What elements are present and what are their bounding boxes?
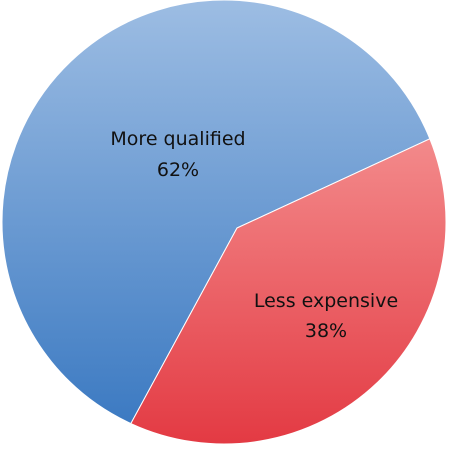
slice-name-more-qualified: More qualified [110,128,245,150]
slice-value-less-expensive: 38% [305,320,347,342]
slice-name-less-expensive: Less expensive [254,290,398,312]
pie-slice-more-qualified [1,0,431,425]
slice-value-more-qualified: 62% [157,159,199,181]
slice-label-less-expensive: Less expensive 38% [254,290,398,342]
slice-label-more-qualified: More qualified 62% [110,128,245,181]
pie-slice-less-expensive [130,138,447,445]
